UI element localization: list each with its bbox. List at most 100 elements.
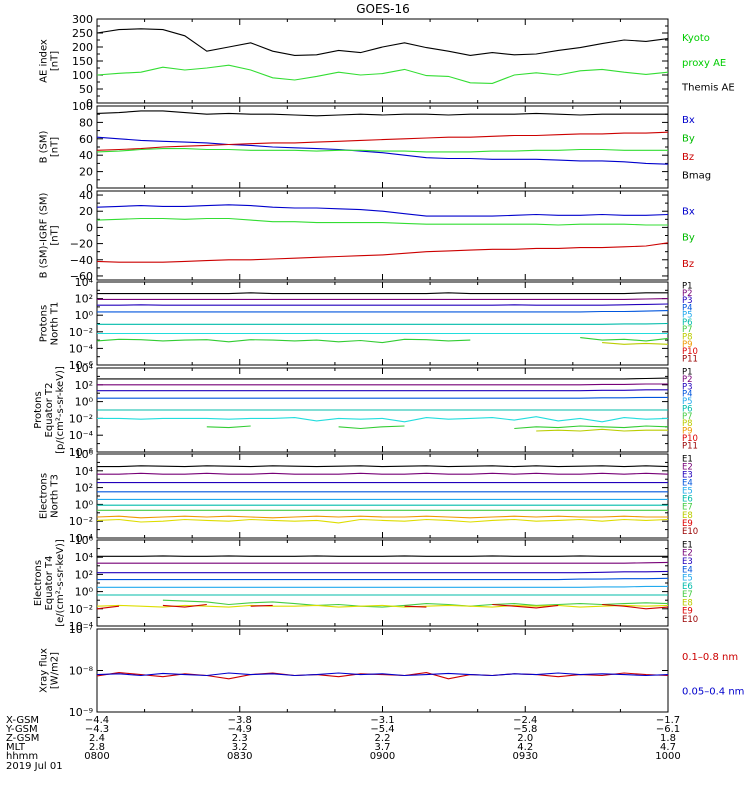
legend-label: P11 <box>682 354 698 364</box>
legend-label: E4 <box>682 565 693 575</box>
series-line <box>602 342 669 345</box>
legend-label: Bx <box>682 115 695 126</box>
series-line <box>96 337 669 344</box>
y-tick-label: 10⁻⁴ <box>69 342 94 355</box>
y-tick-label: 10⁶ <box>75 534 94 547</box>
legend-label: Bmag <box>682 171 711 182</box>
y-tick-label: 250 <box>72 27 93 40</box>
legend-label: proxy AE <box>682 58 726 69</box>
y-axis-label: North T1 <box>50 302 61 346</box>
legend-label: E2 <box>682 549 693 559</box>
legend-label: P1 <box>682 282 693 292</box>
y-tick-label: 10⁴ <box>75 551 94 564</box>
x-tick-label: −5.4 <box>370 724 394 735</box>
y-tick-label: 10⁶ <box>75 448 94 461</box>
series-line <box>206 425 669 430</box>
panel-7: 10⁻⁴ 10⁻² 10⁰ 10² 10⁴ 10⁶ Electrons Equator T4[… <box>33 534 698 633</box>
x-tick-label: 0800 <box>84 751 109 762</box>
legend-label: P6 <box>682 404 693 414</box>
y-axis-label: [e/(cm²-s-sr-keV)] <box>55 539 66 627</box>
legend-label: E7 <box>682 503 693 513</box>
panel-frame <box>96 281 669 366</box>
y-tick-label: 10⁻⁹ <box>69 706 93 719</box>
x-tick-label: 2.3 <box>232 733 248 744</box>
y-tick-label: 10² <box>75 568 93 581</box>
x-tick-label: 4.2 <box>517 742 533 753</box>
y-tick-label: 10⁴ <box>75 362 94 375</box>
y-tick-label: 60 <box>79 133 93 146</box>
y-tick-label: 20 <box>79 166 93 179</box>
x-tick-label: 2.0 <box>517 733 533 744</box>
panel-8: 10⁻⁹ 10⁻⁸ 10⁻⁷ Xray flux [W/m2] 0.1–0.8 nm 0.0… <box>39 623 745 719</box>
legend-label: 0.1–0.8 nm <box>682 652 738 663</box>
series-line <box>97 577 669 581</box>
y-tick-label: 10⁻⁴ <box>69 532 94 545</box>
y-tick-label: 10² <box>75 293 93 306</box>
panel-3: −60 −40 −20 0 20 40 B (SM)-IGRF (SM) [nT] Bx By Bz <box>39 189 695 283</box>
legend-label: E2 <box>682 462 693 472</box>
y-tick-label: 10⁰ <box>75 586 94 599</box>
legend-label: E10 <box>682 527 698 537</box>
y-tick-label: 40 <box>79 189 93 202</box>
legend-label: E5 <box>682 487 693 497</box>
series-line <box>96 672 669 677</box>
series-line <box>97 561 669 564</box>
y-tick-label: 10⁻⁶ <box>69 446 94 459</box>
panel-frame <box>96 105 669 189</box>
y-tick-label: 10⁻⁴ <box>69 620 94 633</box>
x-tick-label: 0830 <box>227 751 252 762</box>
y-axis-label: B (SM)-IGRF (SM) <box>39 193 50 279</box>
y-tick-label: 150 <box>72 55 93 68</box>
x-row-label: 2019 Jul 01 <box>6 761 63 772</box>
legend-label: Bz <box>682 259 694 270</box>
y-tick-label: 10⁰ <box>75 309 94 322</box>
x-tick-label: 3.7 <box>375 742 391 753</box>
y-axis-label: B (SM) <box>39 130 50 163</box>
series-line <box>96 64 669 84</box>
y-tick-label: 10⁻² <box>69 515 93 528</box>
legend-label: P6 <box>682 318 693 328</box>
legend-label: E9 <box>682 519 693 529</box>
series-line <box>96 518 669 524</box>
series-line <box>97 472 669 475</box>
y-tick-label: 10² <box>75 482 93 495</box>
legend-label: P10 <box>682 434 698 444</box>
y-tick-label: 0 <box>86 97 93 110</box>
series-line <box>96 603 669 610</box>
x-tick-label: 3.2 <box>232 742 248 753</box>
y-tick-label: 10⁻² <box>69 326 93 339</box>
legend-label: Kyoto <box>682 33 710 44</box>
chart-title: GOES-16 <box>356 2 410 16</box>
x-tick-label: 2.2 <box>375 733 391 744</box>
series-line <box>96 204 669 217</box>
series-line <box>96 28 669 56</box>
x-tick-label: −2.4 <box>513 715 537 726</box>
legend-label: E6 <box>682 582 693 592</box>
series-line <box>97 303 669 306</box>
series-line <box>96 148 668 153</box>
x-row-label: Z-GSM <box>6 733 39 744</box>
legend-label: P4 <box>682 390 693 400</box>
y-tick-label: 80 <box>79 116 93 129</box>
y-tick-label: 200 <box>72 41 93 54</box>
panel-4: 10⁻⁶ 10⁻⁴ 10⁻² 10⁰ 10² 10⁴ Protons North T1 P1P2… <box>39 276 698 372</box>
legend-label: E1 <box>682 454 693 464</box>
x-tick-label: −3.1 <box>370 715 394 726</box>
legend-label: P4 <box>682 303 693 313</box>
series-line <box>96 242 669 263</box>
x-tick-label: −3.8 <box>228 715 252 726</box>
panel-2: 0 20 40 60 80 100 B (SM) [nT] Bx By Bz Bmag <box>39 100 712 195</box>
panel-frame <box>96 18 669 104</box>
y-tick-label: 10² <box>75 379 93 392</box>
x-tick-label: 2.4 <box>89 733 105 744</box>
legend-label: Bz <box>682 152 694 163</box>
y-tick-label: 10⁻⁷ <box>69 623 93 636</box>
legend-label: E8 <box>682 511 693 521</box>
y-tick-label: 40 <box>79 149 93 162</box>
series-line <box>97 585 668 588</box>
legend-label: P2 <box>682 375 693 385</box>
legend-label: P3 <box>682 296 693 306</box>
panel-frame <box>96 190 669 281</box>
